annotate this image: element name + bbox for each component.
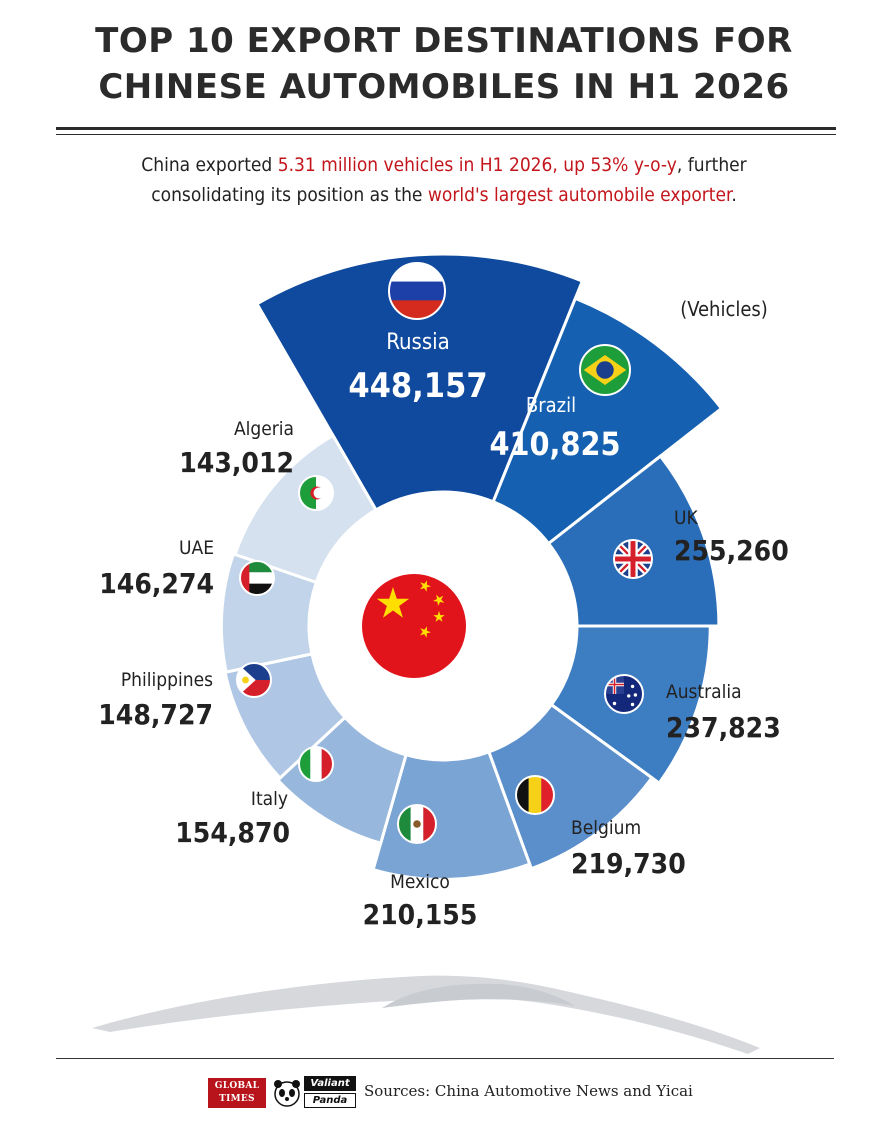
subtitle-text-4: . <box>731 184 737 206</box>
philippines-flag-icon <box>236 662 272 698</box>
algeria-flag-icon <box>298 475 334 511</box>
sources-text: Sources: China Automotive News and Yicai <box>364 1082 693 1100</box>
australia-flag-icon <box>604 674 644 714</box>
label-italy: Italy <box>251 788 288 810</box>
title-line-2: CHINESE AUTOMOBILES IN H1 2026 <box>98 67 790 107</box>
panda-logo-line1: Valiant <box>304 1076 356 1091</box>
uk-flag-icon <box>613 539 653 579</box>
chart-title: TOP 10 EXPORT DESTINATIONS FOR CHINESE A… <box>0 18 888 110</box>
value-algeria: 143,012 <box>179 446 294 479</box>
label-philippines: Philippines <box>121 669 213 691</box>
polar-bar-chart: Russia 448,157 Brazil 410,825 UK 255,260 Austr… <box>98 252 789 931</box>
global-times-logo-text: GLOBAL TIMES <box>214 1081 260 1104</box>
subtitle-text-2: , further <box>676 154 747 176</box>
subtitle-highlight-2: world's largest automobile exporter <box>427 184 732 206</box>
title-line-1: TOP 10 EXPORT DESTINATIONS FOR <box>95 21 793 61</box>
russia-flag-icon <box>388 262 446 320</box>
label-mexico: Mexico <box>390 871 450 893</box>
footer: GLOBAL TIMES Valiant Panda Sources: Chin… <box>0 1074 888 1114</box>
panda-icon <box>274 1080 300 1107</box>
label-russia: Russia <box>386 330 450 355</box>
label-uae: UAE <box>179 537 214 559</box>
subtitle-text-3: consolidating its position as the <box>151 184 428 206</box>
value-australia: 237,823 <box>666 711 781 744</box>
labels-group: Russia 448,157 Brazil 410,825 UK 255,260 Austr… <box>98 330 788 931</box>
value-italy: 154,870 <box>175 816 290 849</box>
chart-subtitle: China exported 5.31 million vehicles in … <box>40 150 848 210</box>
value-brazil: 410,825 <box>489 425 620 463</box>
china-flag-icon <box>362 574 466 678</box>
label-australia: Australia <box>666 681 742 703</box>
global-times-logo: GLOBAL TIMES <box>208 1078 266 1108</box>
italy-flag-icon <box>298 746 334 782</box>
label-belgium: Belgium <box>571 817 641 839</box>
valiant-panda-logo: Valiant Panda <box>272 1076 358 1110</box>
sectors-group <box>219 252 724 881</box>
unit-label: (Vehicles) <box>680 297 768 321</box>
panda-logo-line2: Panda <box>304 1093 356 1108</box>
china-flag-stars <box>376 580 445 638</box>
title-rule-thin <box>56 134 836 135</box>
mexico-flag-icon <box>397 804 437 844</box>
flags-group <box>236 262 653 844</box>
title-rule-thick <box>56 127 836 130</box>
label-brazil: Brazil <box>526 393 576 417</box>
brazil-flag-icon <box>579 344 631 396</box>
label-algeria: Algeria <box>234 418 294 440</box>
label-uk: UK <box>674 507 699 529</box>
value-uae: 146,274 <box>99 567 214 600</box>
value-philippines: 148,727 <box>98 698 213 731</box>
belgium-flag-icon <box>515 775 555 815</box>
subtitle-text-1: China exported <box>141 154 278 176</box>
value-russia: 448,157 <box>348 366 487 406</box>
footer-rule <box>56 1058 834 1059</box>
value-belgium: 219,730 <box>571 847 686 880</box>
value-mexico: 210,155 <box>363 898 478 931</box>
subtitle-highlight-1: 5.31 million vehicles in H1 2026, up 53%… <box>277 154 677 176</box>
uae-flag-icon <box>239 560 275 596</box>
value-uk: 255,260 <box>674 534 789 567</box>
